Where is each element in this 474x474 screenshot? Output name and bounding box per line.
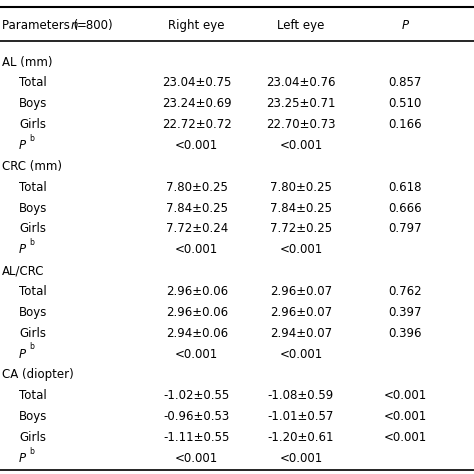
Text: 2.96±0.06: 2.96±0.06 xyxy=(165,306,228,319)
Text: P: P xyxy=(401,19,409,32)
Text: AL/CRC: AL/CRC xyxy=(2,264,45,277)
Text: Left eye: Left eye xyxy=(277,19,325,32)
Text: <0.001: <0.001 xyxy=(279,452,323,465)
Text: AL (mm): AL (mm) xyxy=(2,55,53,69)
Text: -1.20±0.61: -1.20±0.61 xyxy=(268,431,334,444)
Text: b: b xyxy=(29,134,34,143)
Text: CA (diopter): CA (diopter) xyxy=(2,368,74,382)
Text: 2.96±0.06: 2.96±0.06 xyxy=(165,285,228,298)
Text: <0.001: <0.001 xyxy=(383,431,427,444)
Text: 2.94±0.06: 2.94±0.06 xyxy=(165,327,228,340)
Text: =800): =800) xyxy=(77,19,113,32)
Text: <0.001: <0.001 xyxy=(279,243,323,256)
Text: Boys: Boys xyxy=(19,97,47,110)
Text: -0.96±0.53: -0.96±0.53 xyxy=(164,410,230,423)
Text: 7.72±0.25: 7.72±0.25 xyxy=(270,222,332,236)
Text: 0.797: 0.797 xyxy=(389,222,422,236)
Text: -1.01±0.57: -1.01±0.57 xyxy=(268,410,334,423)
Text: -1.02±0.55: -1.02±0.55 xyxy=(164,389,230,402)
Text: 0.618: 0.618 xyxy=(389,181,422,194)
Text: 7.72±0.24: 7.72±0.24 xyxy=(165,222,228,236)
Text: 2.94±0.07: 2.94±0.07 xyxy=(270,327,332,340)
Text: b: b xyxy=(29,238,34,247)
Text: Girls: Girls xyxy=(19,327,46,340)
Text: 23.24±0.69: 23.24±0.69 xyxy=(162,97,231,110)
Text: P: P xyxy=(19,347,26,361)
Text: 0.166: 0.166 xyxy=(389,118,422,131)
Text: n: n xyxy=(70,19,78,32)
Text: 7.84±0.25: 7.84±0.25 xyxy=(270,201,332,215)
Text: 2.96±0.07: 2.96±0.07 xyxy=(270,285,332,298)
Text: 2.96±0.07: 2.96±0.07 xyxy=(270,306,332,319)
Text: b: b xyxy=(29,342,34,351)
Text: Boys: Boys xyxy=(19,410,47,423)
Text: Total: Total xyxy=(19,76,47,90)
Text: Girls: Girls xyxy=(19,118,46,131)
Text: 0.396: 0.396 xyxy=(389,327,422,340)
Text: -1.08±0.59: -1.08±0.59 xyxy=(268,389,334,402)
Text: Girls: Girls xyxy=(19,222,46,236)
Text: Right eye: Right eye xyxy=(168,19,225,32)
Text: Boys: Boys xyxy=(19,306,47,319)
Text: P: P xyxy=(19,452,26,465)
Text: <0.001: <0.001 xyxy=(383,389,427,402)
Text: 23.25±0.71: 23.25±0.71 xyxy=(266,97,336,110)
Text: 22.72±0.72: 22.72±0.72 xyxy=(162,118,232,131)
Text: <0.001: <0.001 xyxy=(175,452,219,465)
Text: <0.001: <0.001 xyxy=(175,243,219,256)
Text: Total: Total xyxy=(19,285,47,298)
Text: 0.762: 0.762 xyxy=(389,285,422,298)
Text: Parameters (: Parameters ( xyxy=(2,19,79,32)
Text: Boys: Boys xyxy=(19,201,47,215)
Text: <0.001: <0.001 xyxy=(175,347,219,361)
Text: -1.11±0.55: -1.11±0.55 xyxy=(164,431,230,444)
Text: 23.04±0.75: 23.04±0.75 xyxy=(162,76,231,90)
Text: 22.70±0.73: 22.70±0.73 xyxy=(266,118,336,131)
Text: b: b xyxy=(29,447,34,456)
Text: <0.001: <0.001 xyxy=(383,410,427,423)
Text: <0.001: <0.001 xyxy=(175,139,219,152)
Text: 0.510: 0.510 xyxy=(389,97,422,110)
Text: P: P xyxy=(19,139,26,152)
Text: Total: Total xyxy=(19,389,47,402)
Text: CRC (mm): CRC (mm) xyxy=(2,160,63,173)
Text: P: P xyxy=(19,243,26,256)
Text: 23.04±0.76: 23.04±0.76 xyxy=(266,76,336,90)
Text: 0.857: 0.857 xyxy=(389,76,422,90)
Text: 7.80±0.25: 7.80±0.25 xyxy=(270,181,332,194)
Text: Total: Total xyxy=(19,181,47,194)
Text: 0.666: 0.666 xyxy=(389,201,422,215)
Text: <0.001: <0.001 xyxy=(279,139,323,152)
Text: 7.80±0.25: 7.80±0.25 xyxy=(166,181,228,194)
Text: <0.001: <0.001 xyxy=(279,347,323,361)
Text: 0.397: 0.397 xyxy=(389,306,422,319)
Text: 7.84±0.25: 7.84±0.25 xyxy=(166,201,228,215)
Text: Girls: Girls xyxy=(19,431,46,444)
